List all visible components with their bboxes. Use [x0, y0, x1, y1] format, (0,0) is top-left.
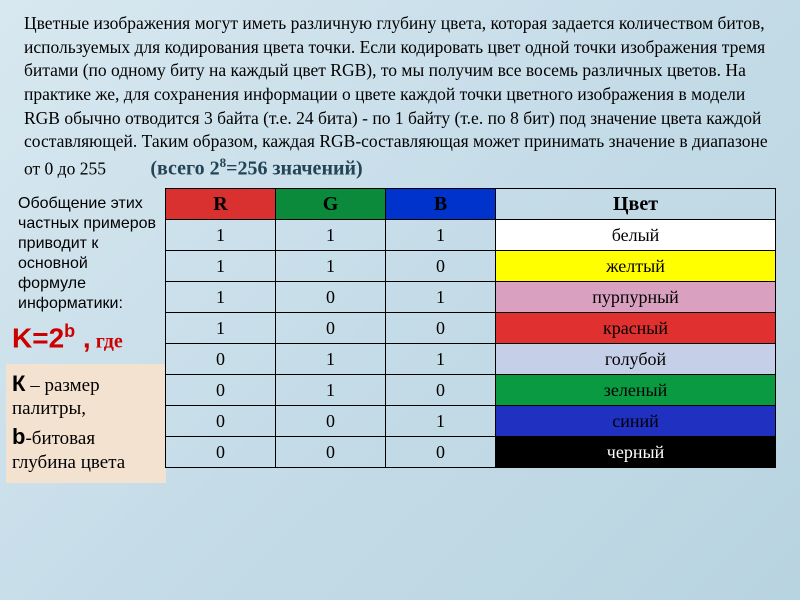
cell-color-name: красный [496, 313, 776, 344]
cell-g: 0 [276, 406, 386, 437]
table-row: 011голубой [166, 344, 776, 375]
cell-b: 1 [386, 220, 496, 251]
color-table: R G B Цвет 111белый110желтый101пурпурный… [165, 188, 776, 468]
note-pre: (всего 2 [150, 157, 219, 179]
cell-b: 0 [386, 313, 496, 344]
cell-color-name: пурпурный [496, 282, 776, 313]
cell-r: 0 [166, 406, 276, 437]
cell-r: 0 [166, 344, 276, 375]
color-table-wrap: R G B Цвет 111белый110желтый101пурпурный… [165, 188, 776, 482]
cell-r: 1 [166, 220, 276, 251]
legend-b-text: -битовая глубина цвета [12, 428, 125, 473]
main-formula: K=2b , где [12, 320, 157, 355]
cell-g: 1 [276, 344, 386, 375]
formula-base: K=2 [12, 323, 64, 354]
table-header-row: R G B Цвет [166, 189, 776, 220]
cell-r: 1 [166, 313, 276, 344]
cell-r: 1 [166, 282, 276, 313]
header-r: R [166, 189, 276, 220]
cell-g: 1 [276, 375, 386, 406]
header-b: B [386, 189, 496, 220]
total-values-note: (всего 28=256 значений) [150, 154, 362, 183]
table-row: 101пурпурный [166, 282, 776, 313]
cell-b: 0 [386, 251, 496, 282]
legend-b-symbol: b [12, 424, 25, 449]
legend-k-text: – размер палитры, [12, 375, 100, 420]
note-post: =256 значений) [226, 157, 363, 179]
left-column: Обобщение этих частных примеров приводит… [12, 188, 157, 482]
cell-color-name: голубой [496, 344, 776, 375]
table-row: 000черный [166, 437, 776, 468]
cell-g: 1 [276, 251, 386, 282]
legend-b: b-битовая глубина цвета [12, 423, 162, 475]
table-row: 110желтый [166, 251, 776, 282]
cell-color-name: желтый [496, 251, 776, 282]
paragraph-text: Цветные изображения могут иметь различну… [24, 13, 768, 178]
cell-r: 1 [166, 251, 276, 282]
header-g: G [276, 189, 386, 220]
cell-color-name: черный [496, 437, 776, 468]
cell-b: 1 [386, 344, 496, 375]
table-row: 010зеленый [166, 375, 776, 406]
formula-exp: b [64, 321, 75, 341]
generalization-text: Обобщение этих частных примеров приводит… [12, 194, 157, 314]
cell-b: 0 [386, 375, 496, 406]
cell-color-name: зеленый [496, 375, 776, 406]
intro-paragraph: Цветные изображения могут иметь различну… [0, 0, 800, 186]
formula-comma: , [75, 323, 91, 354]
table-row: 100красный [166, 313, 776, 344]
cell-b: 1 [386, 282, 496, 313]
legend-k: К – размер палитры, [12, 370, 162, 422]
table-row: 001синий [166, 406, 776, 437]
cell-g: 0 [276, 313, 386, 344]
cell-color-name: белый [496, 220, 776, 251]
cell-r: 0 [166, 375, 276, 406]
cell-g: 0 [276, 282, 386, 313]
header-name: Цвет [496, 189, 776, 220]
cell-g: 0 [276, 437, 386, 468]
cell-b: 0 [386, 437, 496, 468]
cell-r: 0 [166, 437, 276, 468]
cell-b: 1 [386, 406, 496, 437]
cell-g: 1 [276, 220, 386, 251]
legend-box: К – размер палитры, b-битовая глубина цв… [6, 364, 166, 483]
formula-where: где [91, 331, 123, 353]
legend-k-symbol: К [12, 371, 25, 396]
table-row: 111белый [166, 220, 776, 251]
cell-color-name: синий [496, 406, 776, 437]
